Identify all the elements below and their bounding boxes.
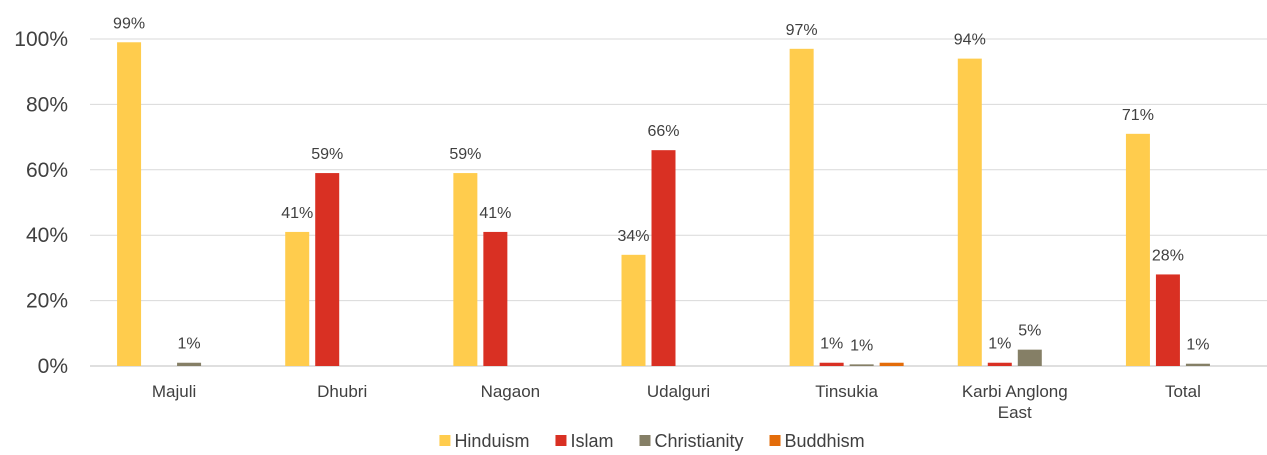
gridlines [90, 38, 1267, 367]
bar-christianity-0 [177, 362, 202, 366]
data-label: 1% [820, 336, 843, 353]
y-tick-label: 0% [38, 355, 68, 378]
legend-label: Hinduism [454, 431, 529, 451]
y-tick-label: 100% [14, 28, 68, 51]
legend-label: Islam [570, 431, 613, 451]
x-category-label: Tinsukia [815, 382, 878, 401]
x-category-label: East [998, 403, 1032, 422]
bars [117, 42, 1210, 367]
x-category-label: Total [1165, 382, 1201, 401]
data-label: 97% [786, 22, 818, 39]
bar-hinduism-2 [453, 173, 478, 366]
data-label: 34% [617, 228, 649, 245]
bar-islam-3 [651, 150, 676, 366]
data-label: 1% [850, 337, 873, 354]
data-label: 41% [479, 205, 511, 222]
x-category-label: Nagaon [481, 382, 541, 401]
legend-swatch-christianity [639, 435, 651, 446]
data-label: 66% [647, 123, 679, 140]
data-labels: 99% 1% 41% 59% 59% 41% 34% 66% 97% 1% 1% 94% 1% 5% 71%… [113, 15, 1209, 354]
data-label: 71% [1122, 107, 1154, 124]
y-axis-ticks: 0% 20% 40% 60% 80% 100% [14, 28, 68, 378]
x-axis-categories: Majuli Dhubri Nagaon Udalguri Tinsukia Karbi … [152, 382, 1201, 422]
data-label: 59% [311, 146, 343, 163]
bar-hinduism-4 [789, 48, 814, 367]
legend: Hinduism Islam Christianity Buddhism [439, 431, 865, 451]
y-tick-label: 60% [26, 159, 68, 182]
bar-islam-5 [987, 362, 1012, 366]
bar-islam-6 [1155, 274, 1180, 366]
bar-hinduism-0 [117, 42, 142, 367]
data-label: 1% [988, 336, 1011, 353]
bar-islam-4 [819, 362, 844, 366]
legend-swatch-buddhism [769, 435, 781, 446]
bar-hinduism-3 [621, 254, 646, 366]
y-tick-label: 80% [26, 93, 68, 116]
bar-hinduism-1 [285, 231, 310, 366]
bar-islam-1 [315, 173, 340, 366]
bar-hinduism-6 [1125, 133, 1150, 366]
data-label: 59% [449, 146, 481, 163]
y-tick-label: 40% [26, 224, 68, 247]
legend-label: Christianity [654, 431, 743, 451]
legend-swatch-hinduism [439, 435, 451, 446]
bar-islam-2 [483, 231, 508, 366]
legend-swatch-islam [555, 435, 567, 446]
legend-label: Buddhism [785, 431, 865, 451]
bar-hinduism-5 [957, 58, 982, 367]
bar-christianity-4 [849, 364, 874, 366]
y-tick-label: 20% [26, 290, 68, 313]
x-category-label: Dhubri [317, 382, 367, 401]
x-category-label: Karbi Anglong [962, 382, 1068, 401]
bar-christianity-6 [1185, 363, 1210, 366]
data-label: 1% [1186, 337, 1209, 354]
data-label: 5% [1018, 323, 1041, 340]
x-category-label: Udalguri [647, 382, 710, 401]
data-label: 1% [178, 336, 201, 353]
data-label: 94% [954, 32, 986, 49]
data-label: 28% [1152, 247, 1184, 264]
x-category-label: Majuli [152, 382, 196, 401]
data-label: 99% [113, 15, 145, 32]
bar-buddhism-4 [879, 362, 904, 366]
data-label: 41% [281, 205, 313, 222]
bar-christianity-5 [1017, 349, 1042, 366]
